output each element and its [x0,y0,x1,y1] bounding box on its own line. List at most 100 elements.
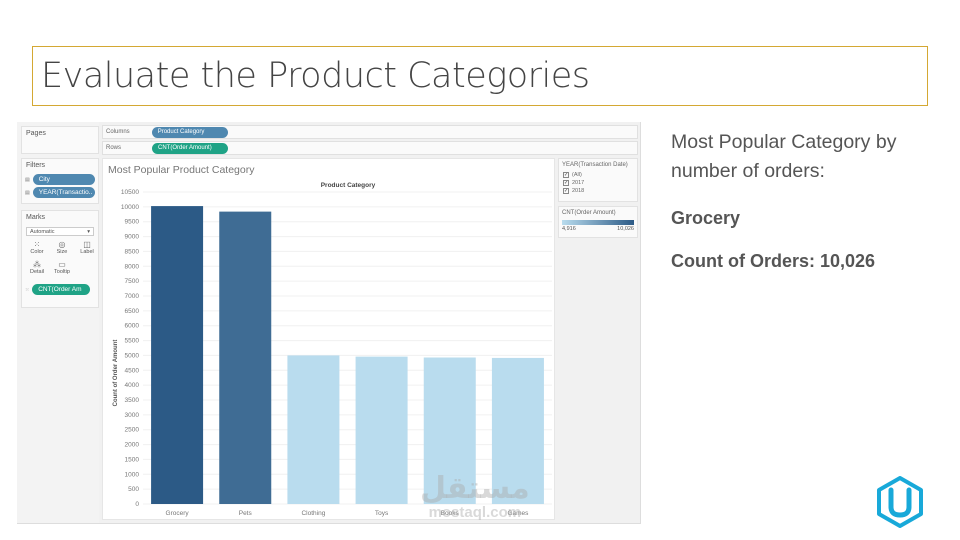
filter-row: ▤ YEAR(Transactio.. [25,187,95,198]
filter-pill-year[interactable]: YEAR(Transactio.. [32,187,95,198]
checkbox[interactable]: ✓ [563,188,569,194]
columns-shelf: Columns Product Category [102,125,638,139]
bar [355,356,408,504]
chart-view: Most Popular Product Category Product Ca… [102,158,555,520]
filters-label: Filters [26,162,46,169]
summary-answer: Grocery [671,208,741,228]
filter-row: ▤ City [25,174,95,185]
checkbox[interactable]: ✓ [563,172,569,178]
watermark-arabic: مستقل [420,471,530,506]
y-tick-label: 4500 [125,367,140,374]
y-tick-label: 8000 [125,263,140,270]
watermark-latin: mostaql.com [428,504,522,521]
view-title: Most Popular Product Category [108,164,255,176]
udacity-logo-icon [877,476,923,528]
pages-label: Pages [26,130,46,137]
marks-tooltip-button[interactable]: ▭ Tooltip [51,260,73,278]
tableau-screenshot: Pages Filters ▤ City ▤ YEAR(Transactio..… [17,122,641,524]
y-tick-label: 500 [128,486,139,493]
summary-count: Count of Orders: 10,026 [671,251,876,271]
marks-button-label: Tooltip [54,269,70,275]
columns-pill[interactable]: Product Category [151,126,228,138]
filter-option-2017[interactable]: ✓ 2017 [559,179,637,187]
y-tick-label: 6500 [125,308,140,315]
marks-label: Marks [26,214,46,221]
color-icon: ⁙ [33,240,41,249]
rows-label: Rows [106,145,122,151]
y-tick-label: 4000 [125,382,140,389]
y-tick-label: 7000 [125,293,140,300]
left-panel: Pages Filters ▤ City ▤ YEAR(Transactio..… [17,122,99,523]
y-tick-label: 5000 [125,352,140,359]
filter-option-label: (All) [572,172,582,178]
bar [491,357,544,504]
color-legend-card: CNT(Order Amount) 4,916 10,026 [558,206,638,238]
y-tick-label: 9000 [125,234,140,241]
marks-buttons: ⁙ Color ◎ Size ◫ Label ⁂ Detail ▭ Tooltip [26,240,94,278]
marks-button-label: Detail [29,269,45,275]
x-tick-label: Grocery [166,510,190,517]
marks-color-button[interactable]: ⁙ Color [26,240,48,258]
y-tick-label: 8500 [125,248,140,255]
label-icon: ◫ [83,240,91,249]
marks-field-pill[interactable]: CNT(Order Am [32,284,91,295]
marks-button-label: Size [56,249,68,255]
field-icon: ⁙ [25,286,30,293]
filter-pill-city[interactable]: City [32,174,95,185]
rows-pill[interactable]: CNT(Order Amount) [152,142,229,154]
x-tick-label: Books [441,510,460,517]
y-tick-label: 3500 [125,397,140,404]
legend-min: 4,916 [562,226,576,232]
x-tick-label: Toys [375,510,389,517]
watermark: مستقل mostaql.com [420,471,530,521]
legend-gradient [562,220,634,225]
y-tick-label: 6000 [125,323,140,330]
filter-option-2018[interactable]: ✓ 2018 [559,187,637,195]
bar-chart: Product Category105001000095009000850080… [113,182,552,517]
y-tick-label: 1000 [125,471,140,478]
bar [423,357,476,504]
filter-icon: ▤ [25,176,30,183]
summary-question: Most Popular Category by number of order… [671,131,897,182]
marks-button-label: Color [30,249,44,255]
filter-option-label: 2018 [572,188,585,194]
filter-option-label: 2017 [572,180,585,186]
y-tick-label: 10500 [121,189,139,196]
y-tick-label: 7500 [125,278,140,285]
checkbox[interactable]: ✓ [563,180,569,186]
x-tick-label: Clothing [301,510,325,517]
bar [287,355,340,504]
legend-max: 10,026 [617,226,634,232]
chevron-down-icon: ▾ [87,229,90,235]
y-tick-label: 10000 [121,204,139,211]
filter-option-all[interactable]: ✓ (All) [559,171,637,179]
tooltip-icon: ▭ [58,260,66,269]
legend-title: CNT(Order Amount) [562,210,616,216]
marks-button-label: Label [80,249,94,255]
marks-card: Marks Automatic ▾ ⁙ Color ◎ Size ◫ Label ⁂ D… [21,210,99,308]
summary-panel: Most Popular Category by number of order… [671,128,931,272]
filter-icon: ▤ [25,189,30,196]
y-tick-label: 5500 [125,338,140,345]
marks-size-button[interactable]: ◎ Size [51,240,73,258]
marks-type-value: Automatic [30,229,55,235]
y-tick-label: 3000 [125,412,140,419]
size-icon: ◎ [58,240,66,249]
slide-title: Evaluate the Product Categories [41,56,590,96]
x-tick-label: Pets [239,510,253,517]
marks-type-dropdown[interactable]: Automatic ▾ [26,227,94,236]
bar [219,211,272,504]
bar [151,206,204,504]
y-tick-label: 2500 [125,427,140,434]
chart-title: Product Category [321,182,376,189]
y-axis-label: Count of Order Amount [113,340,119,407]
marks-label-button[interactable]: ◫ Label [76,240,98,258]
marks-detail-button[interactable]: ⁂ Detail [26,260,48,278]
rows-shelf: Rows CNT(Order Amount) [102,141,638,155]
pages-card: Pages [21,126,99,154]
year-filter-title: YEAR(Transaction Date) [562,162,628,168]
slide-title-box: Evaluate the Product Categories [32,46,928,106]
detail-icon: ⁂ [33,260,41,269]
x-tick-label: Games [507,510,529,517]
year-filter-card: YEAR(Transaction Date) ✓ (All) ✓ 2017 ✓ 201… [558,158,638,202]
